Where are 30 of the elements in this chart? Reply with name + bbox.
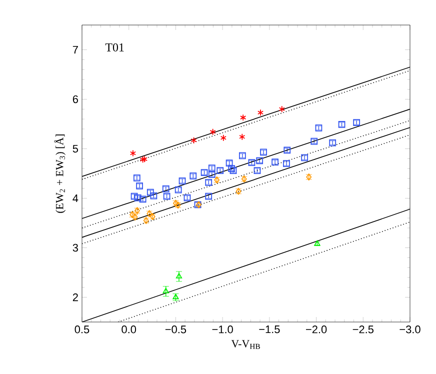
point	[162, 288, 169, 294]
x-tick-label: −2.5	[352, 326, 374, 334]
y-tick-label: 4	[72, 194, 78, 202]
point	[257, 109, 264, 116]
point	[130, 150, 136, 157]
point	[210, 128, 216, 136]
point	[278, 106, 285, 113]
point	[220, 134, 226, 142]
annotation: T01	[105, 43, 124, 52]
y-axis-title: (EW$_{2}$ + EW$_{3}$) [Å]	[54, 134, 66, 213]
point	[141, 156, 148, 163]
y-tick-label: 2	[72, 293, 78, 302]
x-axis-title: V-V$_{HB}$	[231, 340, 260, 349]
y-tick-label: 3	[72, 244, 78, 252]
x-tick-label: −2.0	[306, 326, 327, 334]
y-tick-label: 6	[72, 95, 78, 104]
x-tick-label: −1.5	[259, 326, 280, 334]
x-tick-label: −3.0	[400, 326, 420, 334]
point	[176, 273, 182, 278]
x-tick-label: 0.0	[122, 326, 136, 334]
point	[239, 133, 246, 140]
x-tick-label: −1.0	[212, 326, 233, 334]
point	[140, 156, 146, 164]
x-tick-label: 0.5	[74, 326, 90, 334]
point	[240, 114, 246, 122]
y-tick-label: 5	[72, 144, 78, 153]
point	[172, 294, 179, 300]
x-tick-label: −0.5	[165, 326, 186, 334]
y-tick-label: 7	[72, 46, 78, 54]
point	[190, 136, 197, 144]
